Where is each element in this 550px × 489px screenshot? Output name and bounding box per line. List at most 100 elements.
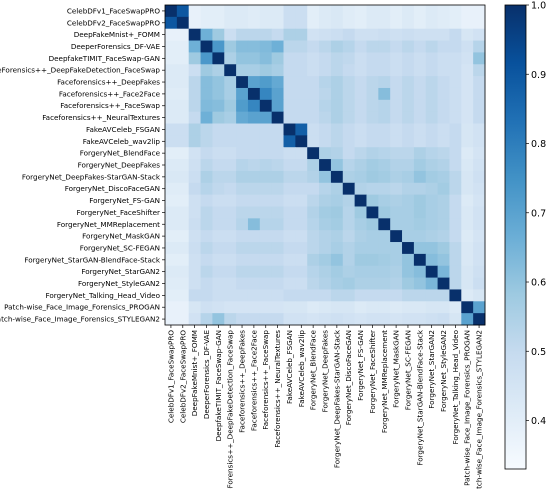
- heatmap-cell: [271, 230, 284, 243]
- heatmap-cell: [307, 16, 320, 30]
- heatmap-cell: [330, 28, 344, 41]
- heatmap-cell: [413, 5, 427, 18]
- heatmap-cell: [200, 135, 213, 148]
- heatmap-cell: [224, 52, 237, 65]
- heatmap-cell: [247, 5, 261, 18]
- heatmap-cell: [413, 194, 427, 207]
- heatmap-cell: [224, 87, 237, 101]
- heatmap-cell: [212, 99, 225, 113]
- heatmap-cell: [473, 123, 486, 136]
- heatmap-cell: [319, 5, 332, 18]
- heatmap-cell: [259, 123, 273, 136]
- heatmap-cell: [188, 242, 201, 255]
- heatmap-cell: [449, 242, 462, 255]
- heatmap-cell: [165, 40, 178, 53]
- heatmap-cell: [378, 242, 391, 255]
- heatmap-cell: [425, 52, 438, 65]
- heatmap-cell: [402, 194, 415, 207]
- heatmap-cell: [271, 159, 284, 172]
- heatmap-cell: [402, 218, 415, 231]
- heatmap-cell: [413, 87, 427, 101]
- heatmap-cell: [212, 87, 225, 101]
- heatmap-cell: [307, 277, 320, 290]
- heatmap-cell: [461, 242, 474, 255]
- heatmap-cell: [378, 16, 391, 30]
- colorbar-tick-label: 1.0: [531, 1, 546, 12]
- heatmap-cell: [354, 170, 367, 184]
- heatmap-cell: [330, 40, 344, 53]
- heatmap-cell: [342, 218, 356, 231]
- heatmap-cell: [354, 147, 367, 160]
- heatmap-cell: [319, 301, 332, 314]
- heatmap-cell: [366, 123, 379, 136]
- heatmap-cell: [342, 5, 356, 18]
- heatmap-cell: [366, 76, 379, 89]
- heatmap-cell: [247, 28, 261, 41]
- heatmap-cell: [366, 111, 379, 124]
- heatmap-cell: [283, 76, 296, 89]
- y-tick-label: DeepFakeMnist+_FOMM: [74, 30, 160, 39]
- heatmap-cell: [283, 289, 296, 302]
- heatmap-cell: [247, 301, 261, 314]
- heatmap-cell: [413, 253, 427, 267]
- heatmap-cell: [236, 170, 249, 184]
- heatmap-cell: [200, 147, 213, 160]
- heatmap-cell: [390, 313, 403, 326]
- heatmap-cell: [165, 123, 178, 136]
- heatmap-cell: [200, 277, 213, 290]
- heatmap-cell: [390, 301, 403, 314]
- heatmap-cell: [165, 253, 178, 267]
- heatmap-cell: [354, 16, 367, 30]
- heatmap-cell: [413, 40, 427, 53]
- heatmap-cell: [354, 135, 367, 148]
- heatmap-cell: [259, 28, 273, 41]
- heatmap-cell: [165, 76, 178, 89]
- heatmap-cell: [413, 170, 427, 184]
- heatmap-cell: [342, 111, 356, 124]
- heatmap-cell: [176, 76, 190, 89]
- y-tick-label: Faceforensics++_FaceSwap: [60, 101, 160, 110]
- heatmap-cell: [390, 242, 403, 255]
- heatmap-cell: [283, 99, 296, 113]
- heatmap-cell: [437, 218, 450, 231]
- heatmap-cell: [402, 5, 415, 18]
- heatmap-cell: [307, 123, 320, 136]
- y-tick-label: FaceForensics++_DeepFakeDetection_FaceSw…: [0, 66, 160, 75]
- heatmap-cell: [449, 64, 462, 77]
- x-tick-label: Faceforensics++_DeepFakes: [238, 330, 247, 433]
- heatmap-cell: [366, 159, 379, 172]
- heatmap-cell: [259, 265, 273, 278]
- heatmap-cell: [259, 170, 273, 184]
- heatmap-cell: [247, 87, 261, 101]
- heatmap-cell: [437, 135, 450, 148]
- heatmap-cell: [307, 135, 320, 148]
- heatmap-cell: [413, 230, 427, 243]
- heatmap-cell: [449, 111, 462, 124]
- heatmap-cell: [295, 182, 308, 196]
- heatmap-cell: [390, 159, 403, 172]
- heatmap-cell: [212, 123, 225, 136]
- heatmap-cell: [295, 253, 308, 267]
- heatmap-cell: [437, 5, 450, 18]
- heatmap-cell: [295, 313, 308, 326]
- heatmap-cell: [437, 230, 450, 243]
- heatmap-cell: [200, 253, 213, 267]
- heatmap-cell: [366, 242, 379, 255]
- heatmap-cell: [354, 76, 367, 89]
- heatmap-cell: [449, 230, 462, 243]
- heatmap-cell: [413, 28, 427, 41]
- heatmap-cell: [425, 253, 438, 267]
- heatmap-cell: [330, 123, 344, 136]
- heatmap-cell: [176, 159, 190, 172]
- heatmap-cell: [354, 218, 367, 231]
- heatmap-cell: [307, 111, 320, 124]
- heatmap-cell: [224, 242, 237, 255]
- colorbar-gradient: [505, 5, 526, 469]
- x-tick-label: ForgeryNet_Talking_Head_Video: [451, 330, 460, 445]
- heatmap-cell: [271, 277, 284, 290]
- heatmap-cell: [176, 28, 190, 41]
- heatmap-cell: [378, 289, 391, 302]
- heatmap-cell: [259, 52, 273, 65]
- heatmap-cell: [390, 182, 403, 196]
- heatmap-cell: [378, 64, 391, 77]
